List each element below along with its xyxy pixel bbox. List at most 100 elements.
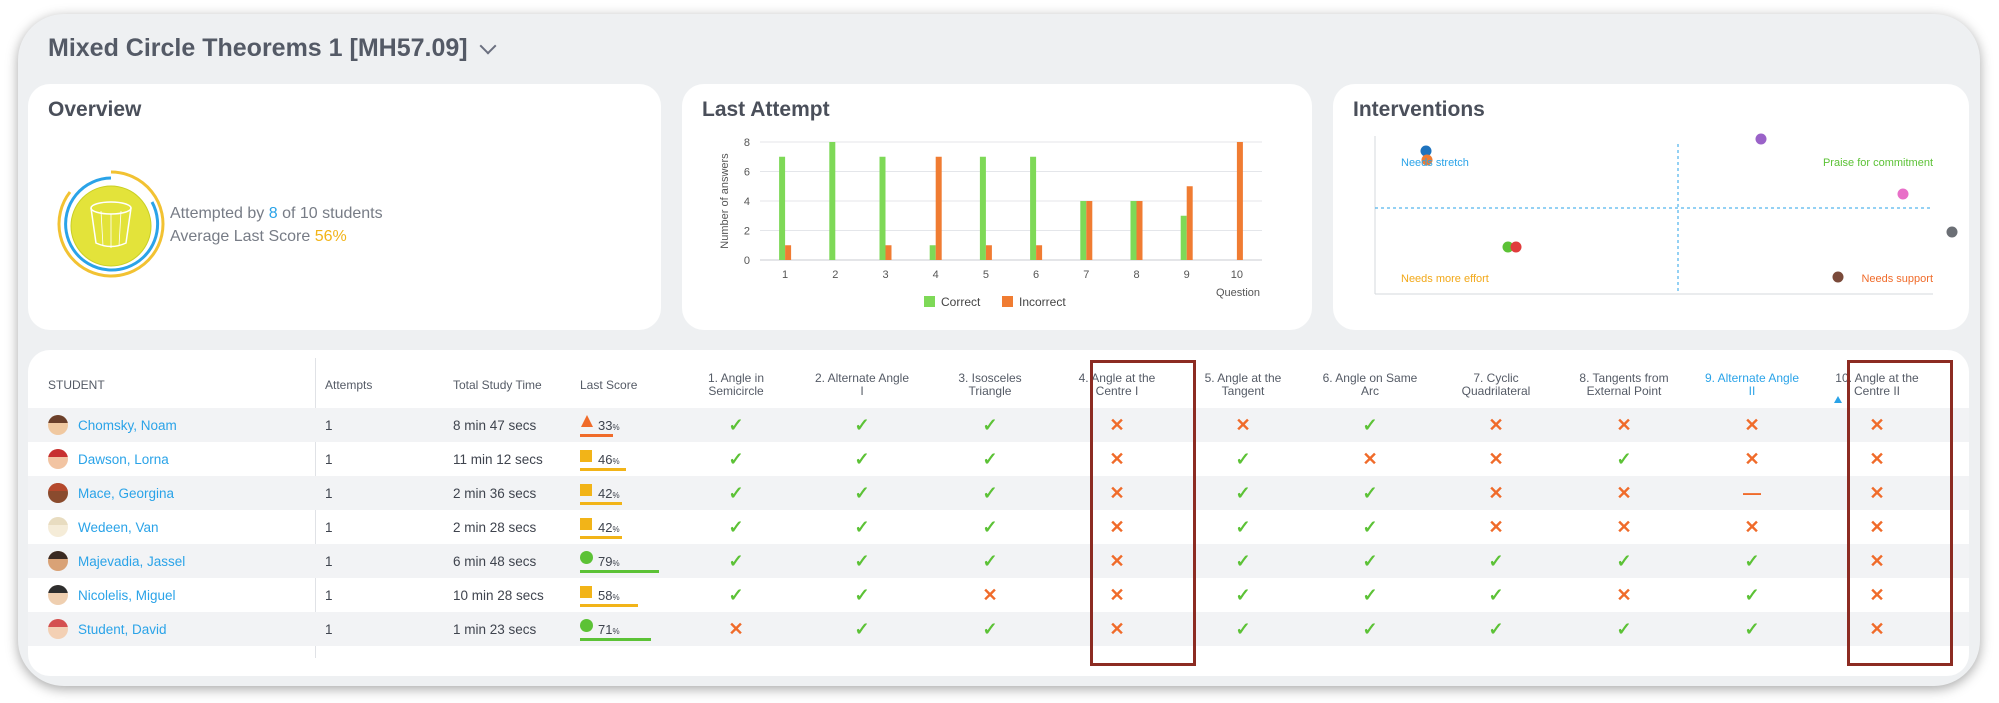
col-attempts[interactable]: Attempts bbox=[325, 378, 373, 392]
student-name-link[interactable]: Nicolelis, Miguel bbox=[78, 587, 176, 603]
bar-correct bbox=[879, 156, 886, 260]
x-tick-label: 6 bbox=[1033, 269, 1039, 281]
student-name-link[interactable]: Dawson, Lorna bbox=[78, 451, 169, 467]
col-question-line2: Triangle bbox=[968, 384, 1012, 398]
col-last-score[interactable]: Last Score bbox=[580, 378, 638, 392]
col-question-line2: Centre II bbox=[1853, 384, 1901, 398]
cross-icon: ✕ bbox=[1488, 414, 1504, 435]
col-question-line1: 9. Alternate Angle bbox=[1704, 371, 1800, 385]
cross-icon: ✕ bbox=[1869, 516, 1885, 537]
table-row: Mace, Georgina 1 2 min 36 secs 42% ✓ ✓ ✓ ✕ ✓ ✓ ✕ ✕ —… bbox=[28, 476, 1969, 510]
score-number: 42 bbox=[598, 520, 613, 535]
overview-stats: Attempted by 8 of 10 students Average La… bbox=[170, 202, 383, 248]
score-number: 42 bbox=[598, 486, 613, 501]
cross-icon: ✕ bbox=[1109, 550, 1125, 571]
avatar bbox=[48, 483, 68, 503]
col-question-2[interactable]: 2. Alternate Angle I bbox=[802, 372, 922, 398]
col-question-3[interactable]: 3. Isosceles Triangle bbox=[930, 372, 1050, 398]
cross-icon: ✕ bbox=[1869, 482, 1885, 503]
col-question-10[interactable]: 10. Angle at the Centre II bbox=[1817, 372, 1937, 398]
score-square-icon bbox=[580, 518, 592, 530]
cross-icon: ✕ bbox=[1869, 448, 1885, 469]
x-tick-label: 2 bbox=[832, 269, 838, 281]
cross-icon: ✕ bbox=[1616, 516, 1632, 537]
col-question-9[interactable]: 9. Alternate Angle II bbox=[1692, 372, 1812, 398]
check-icon: ✓ bbox=[1235, 584, 1251, 605]
bar-correct bbox=[1030, 156, 1037, 260]
col-study-time[interactable]: Total Study Time bbox=[453, 378, 542, 392]
score-number: 71 bbox=[598, 622, 613, 637]
attempted-suffix: of 10 students bbox=[282, 205, 383, 222]
score-value: 58% bbox=[598, 588, 620, 603]
intervention-dot bbox=[1420, 145, 1432, 157]
check-icon: ✓ bbox=[728, 550, 744, 571]
last-attempt-card: Last Attempt 0 2 4 6 8 1 2 3 4 5 6 7 8 9 10 Question Num… bbox=[682, 84, 1312, 330]
intervention-dot bbox=[1755, 133, 1767, 145]
cross-icon: ✕ bbox=[1616, 584, 1632, 605]
check-icon: ✓ bbox=[854, 414, 870, 435]
cross-icon: ✕ bbox=[1488, 516, 1504, 537]
attempts-cell: 1 bbox=[325, 417, 333, 433]
chevron-down-icon[interactable] bbox=[479, 37, 497, 54]
report-window: Mixed Circle Theorems 1 [MH57.09] Overvi… bbox=[18, 14, 1980, 686]
bar-correct bbox=[779, 156, 786, 260]
student-name-link[interactable]: Chomsky, Noam bbox=[78, 417, 177, 433]
bar-incorrect bbox=[985, 245, 992, 260]
attempts-cell: 1 bbox=[325, 553, 333, 569]
col-student[interactable]: STUDENT bbox=[48, 378, 105, 392]
table-row: Majevadia, Jassel 1 6 min 48 secs 79% ✓ ✓ ✓ ✕ ✓ ✓… bbox=[28, 544, 1969, 578]
check-icon: ✓ bbox=[1235, 516, 1251, 537]
score-square-icon bbox=[580, 484, 592, 496]
check-icon: ✓ bbox=[728, 482, 744, 503]
check-icon: ✓ bbox=[1744, 584, 1760, 605]
last-attempt-title: Last Attempt bbox=[702, 98, 830, 121]
check-icon: ✓ bbox=[982, 448, 998, 469]
x-tick-label: 7 bbox=[1083, 269, 1089, 281]
col-question-line1: 2. Alternate Angle bbox=[814, 371, 910, 385]
x-tick-label: 1 bbox=[782, 269, 788, 281]
student-name-link[interactable]: Mace, Georgina bbox=[78, 485, 175, 501]
y-axis-label: Number of answers bbox=[719, 153, 731, 249]
avatar bbox=[48, 619, 68, 639]
intervention-dot bbox=[1510, 241, 1522, 253]
intervention-dot bbox=[1502, 241, 1514, 253]
student-name-link[interactable]: Wedeen, Van bbox=[78, 519, 159, 535]
check-icon: ✓ bbox=[982, 550, 998, 571]
y-tick-label: 6 bbox=[744, 167, 750, 179]
score-value: 42% bbox=[598, 486, 620, 501]
student-name-link[interactable]: Student, David bbox=[78, 621, 167, 637]
avatar bbox=[48, 551, 68, 571]
student-cell: Majevadia, Jassel bbox=[48, 544, 185, 578]
y-tick-label: 2 bbox=[744, 226, 750, 238]
x-tick-label: 10 bbox=[1231, 269, 1243, 281]
col-question-1[interactable]: 1. Angle in Semicircle bbox=[676, 372, 796, 398]
attempted-count: 8 bbox=[268, 205, 278, 222]
col-question-4[interactable]: 4. Angle at the Centre I bbox=[1057, 372, 1177, 398]
bar-correct bbox=[929, 245, 936, 260]
col-question-8[interactable]: 8. Tangents from External Point bbox=[1564, 372, 1684, 398]
cross-icon: ✕ bbox=[1869, 584, 1885, 605]
col-question-7[interactable]: 7. Cyclic Quadrilateral bbox=[1436, 372, 1556, 398]
intervention-dot bbox=[1897, 188, 1909, 200]
col-question-6[interactable]: 6. Angle on Same Arc bbox=[1310, 372, 1430, 398]
col-question-line1: 5. Angle at the bbox=[1204, 371, 1282, 385]
check-icon: ✓ bbox=[1235, 618, 1251, 639]
col-question-line2: Tangent bbox=[1221, 384, 1265, 398]
x-tick-label: 5 bbox=[983, 269, 989, 281]
cross-icon: ✕ bbox=[1488, 482, 1504, 503]
cross-icon: ✕ bbox=[1109, 448, 1125, 469]
student-name-link[interactable]: Majevadia, Jassel bbox=[78, 553, 186, 569]
x-axis-label: Question bbox=[1216, 287, 1260, 299]
score-bar bbox=[580, 434, 613, 437]
score-bar bbox=[580, 638, 651, 641]
cross-icon: ✕ bbox=[728, 618, 744, 639]
legend-incorrect: Incorrect bbox=[1019, 295, 1066, 309]
label-needs-stretch: Needs stretch bbox=[1401, 157, 1469, 169]
col-question-line1: 3. Isosceles bbox=[958, 371, 1022, 385]
title-row: Mixed Circle Theorems 1 [MH57.09] bbox=[48, 34, 497, 63]
bar-incorrect bbox=[1186, 186, 1193, 260]
col-question-5[interactable]: 5. Angle at the Tangent bbox=[1183, 372, 1303, 398]
interventions-title: Interventions bbox=[1353, 98, 1485, 121]
label-praise: Praise for commitment bbox=[1823, 157, 1933, 169]
cross-icon: ✕ bbox=[1744, 414, 1760, 435]
